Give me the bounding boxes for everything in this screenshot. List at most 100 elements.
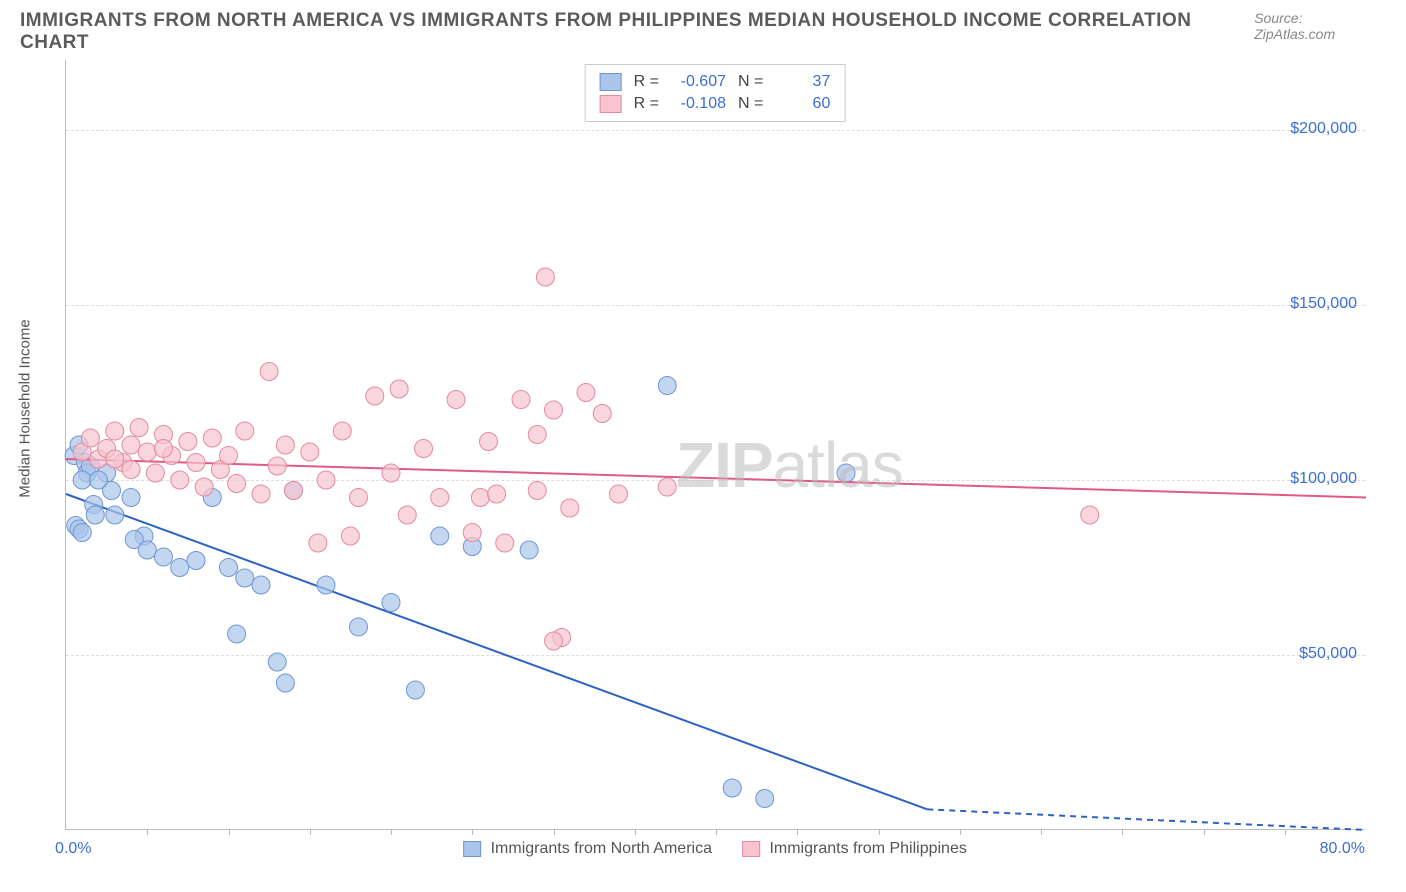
stat-r-na: -0.607 <box>671 73 726 91</box>
data-point-na <box>106 506 124 524</box>
data-point-ph <box>350 489 368 507</box>
stat-r-ph: -0.108 <box>671 95 726 113</box>
data-point-ph <box>545 632 563 650</box>
data-point-ph <box>260 363 278 381</box>
data-point-na <box>520 541 538 559</box>
data-point-ph <box>122 436 140 454</box>
data-point-na <box>122 489 140 507</box>
data-point-ph <box>81 429 99 447</box>
data-point-na <box>756 790 774 808</box>
data-point-ph <box>130 419 148 437</box>
stat-n-na: 37 <box>775 73 830 91</box>
stats-swatch-na <box>600 73 622 91</box>
data-point-na <box>317 576 335 594</box>
data-point-ph <box>480 433 498 451</box>
data-point-na <box>382 594 400 612</box>
data-point-ph <box>146 464 164 482</box>
data-point-ph <box>398 506 416 524</box>
data-point-ph <box>203 429 221 447</box>
data-point-na <box>138 541 156 559</box>
data-point-na <box>658 377 676 395</box>
correlation-stats-box: R = -0.607 N = 37 R = -0.108 N = 60 <box>585 64 846 122</box>
data-point-ph <box>512 391 530 409</box>
data-point-ph <box>1081 506 1099 524</box>
x-axis-min-label: 0.0% <box>55 840 91 858</box>
data-point-ph <box>488 485 506 503</box>
data-point-ph <box>276 436 294 454</box>
data-point-ph <box>471 489 489 507</box>
stats-swatch-ph <box>600 95 622 113</box>
data-point-na <box>723 779 741 797</box>
data-point-na <box>350 618 368 636</box>
data-point-ph <box>228 475 246 493</box>
data-point-ph <box>195 478 213 496</box>
data-point-na <box>86 506 104 524</box>
data-point-na <box>90 471 108 489</box>
data-point-na <box>73 524 91 542</box>
legend-item-na: Immigrants from North America <box>463 840 712 858</box>
legend-item-ph: Immigrants from Philippines <box>742 840 967 858</box>
stat-n-label: N = <box>738 73 763 91</box>
data-point-na <box>406 681 424 699</box>
data-point-ph <box>528 482 546 500</box>
data-point-ph <box>658 478 676 496</box>
x-axis-max-label: 80.0% <box>1320 840 1365 858</box>
data-point-ph <box>252 485 270 503</box>
stat-n-ph: 60 <box>775 95 830 113</box>
legend-swatch-ph <box>742 841 760 857</box>
data-point-ph <box>577 384 595 402</box>
data-point-ph <box>528 426 546 444</box>
data-point-na <box>155 548 173 566</box>
data-point-ph <box>285 482 303 500</box>
data-point-ph <box>561 499 579 517</box>
data-point-na <box>171 559 189 577</box>
data-point-ph <box>382 464 400 482</box>
data-point-ph <box>390 380 408 398</box>
data-point-ph <box>317 471 335 489</box>
legend-label-ph: Immigrants from Philippines <box>769 840 966 857</box>
data-point-ph <box>106 450 124 468</box>
stats-row-na: R = -0.607 N = 37 <box>600 71 831 93</box>
trend-line-dashed-na <box>927 809 1366 830</box>
y-axis-label: Median Household Income <box>17 309 34 509</box>
data-point-ph <box>138 443 156 461</box>
watermark: ZIPatlas <box>676 428 903 502</box>
data-point-ph <box>593 405 611 423</box>
stat-r-label: R = <box>634 95 659 113</box>
data-point-ph <box>431 489 449 507</box>
stats-row-ph: R = -0.108 N = 60 <box>600 93 831 115</box>
legend-swatch-na <box>463 841 481 857</box>
data-point-ph <box>545 401 563 419</box>
data-point-ph <box>366 387 384 405</box>
data-point-ph <box>415 440 433 458</box>
data-point-na <box>220 559 238 577</box>
data-point-ph <box>610 485 628 503</box>
data-point-ph <box>220 447 238 465</box>
stat-r-label: R = <box>634 73 659 91</box>
stat-n-label: N = <box>738 95 763 113</box>
data-point-ph <box>496 534 514 552</box>
data-point-ph <box>536 268 554 286</box>
data-point-ph <box>301 443 319 461</box>
data-point-ph <box>122 461 140 479</box>
data-point-na <box>431 527 449 545</box>
legend-label-na: Immigrants from North America <box>491 840 712 857</box>
data-point-ph <box>341 527 359 545</box>
data-point-ph <box>171 471 189 489</box>
data-point-na <box>228 625 246 643</box>
data-point-na <box>187 552 205 570</box>
chart-title: IMMIGRANTS FROM NORTH AMERICA VS IMMIGRA… <box>20 10 1254 54</box>
data-point-ph <box>333 422 351 440</box>
data-point-ph <box>309 534 327 552</box>
data-point-ph <box>463 524 481 542</box>
scatter-chart: $50,000$100,000$150,000$200,000ZIPatlas … <box>65 60 1365 830</box>
data-point-na <box>252 576 270 594</box>
data-point-ph <box>155 440 173 458</box>
data-point-ph <box>447 391 465 409</box>
legend: Immigrants from North America Immigrants… <box>463 840 967 858</box>
data-point-ph <box>268 457 286 475</box>
data-point-na <box>73 471 91 489</box>
data-point-ph <box>236 422 254 440</box>
source-attribution: Source: ZipAtlas.com <box>1254 10 1386 42</box>
data-point-ph <box>106 422 124 440</box>
